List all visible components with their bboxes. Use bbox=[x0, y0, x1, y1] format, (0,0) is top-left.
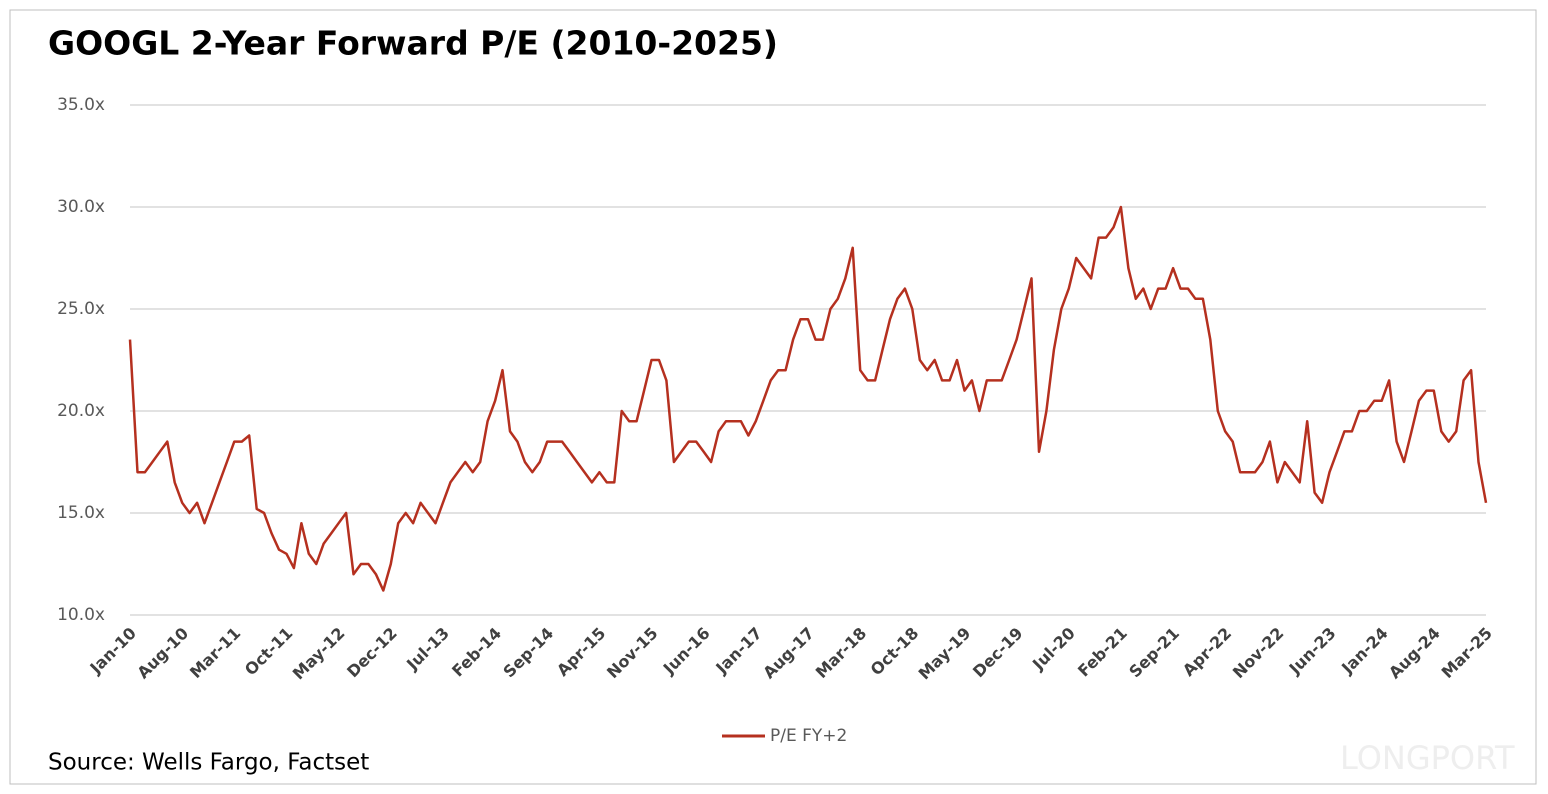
y-tick-label: 15.0x bbox=[57, 503, 105, 523]
y-tick-label: 20.0x bbox=[57, 401, 105, 421]
frame bbox=[9, 9, 1537, 785]
legend-label: P/E FY+2 bbox=[770, 726, 847, 746]
y-tick-label: 10.0x bbox=[57, 605, 105, 625]
source: Source: Wells Fargo, Factset bbox=[48, 750, 369, 776]
watermark: LONGPORT bbox=[1340, 739, 1515, 777]
chart-title: GOOGL 2-Year Forward P/E (2010-2025) bbox=[48, 24, 778, 63]
series-line bbox=[128, 205, 1488, 592]
y-tick-label: 25.0x bbox=[57, 299, 105, 319]
y-tick-label: 30.0x bbox=[57, 197, 105, 217]
y-tick-label: 35.0x bbox=[57, 95, 105, 115]
